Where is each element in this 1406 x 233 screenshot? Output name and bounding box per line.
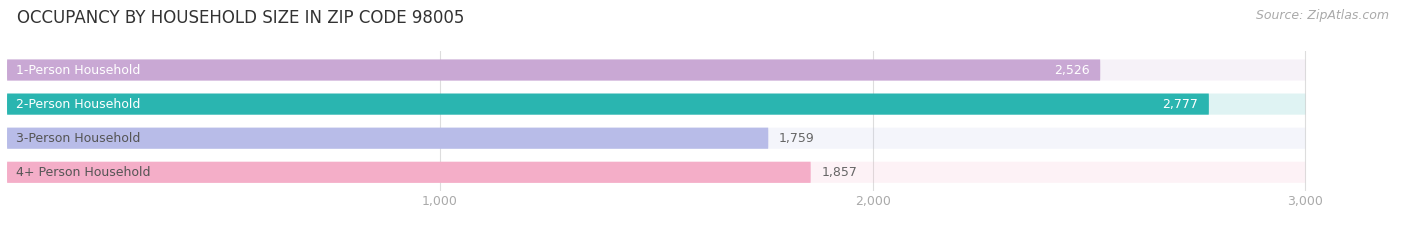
- Text: OCCUPANCY BY HOUSEHOLD SIZE IN ZIP CODE 98005: OCCUPANCY BY HOUSEHOLD SIZE IN ZIP CODE …: [17, 9, 464, 27]
- FancyBboxPatch shape: [7, 59, 1101, 81]
- Text: 4+ Person Household: 4+ Person Household: [15, 166, 150, 179]
- Text: 2,777: 2,777: [1163, 98, 1198, 111]
- FancyBboxPatch shape: [7, 93, 1305, 115]
- FancyBboxPatch shape: [7, 162, 1305, 183]
- FancyBboxPatch shape: [7, 93, 1209, 115]
- Text: 3-Person Household: 3-Person Household: [15, 132, 141, 145]
- Text: 2-Person Household: 2-Person Household: [15, 98, 141, 111]
- FancyBboxPatch shape: [7, 128, 768, 149]
- Text: 1,759: 1,759: [779, 132, 815, 145]
- Text: 1-Person Household: 1-Person Household: [15, 64, 141, 76]
- FancyBboxPatch shape: [7, 162, 811, 183]
- Text: Source: ZipAtlas.com: Source: ZipAtlas.com: [1256, 9, 1389, 22]
- FancyBboxPatch shape: [7, 128, 1305, 149]
- Text: 1,857: 1,857: [821, 166, 858, 179]
- Text: 2,526: 2,526: [1054, 64, 1090, 76]
- FancyBboxPatch shape: [7, 59, 1305, 81]
